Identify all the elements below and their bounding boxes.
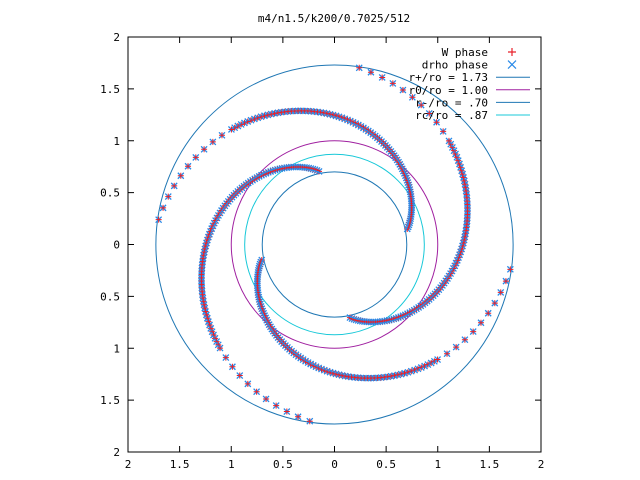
w-point	[192, 154, 199, 161]
legend-label: r-/ro = .70	[415, 96, 488, 109]
w-point	[229, 363, 236, 370]
w-point	[263, 395, 270, 402]
w-point	[453, 344, 460, 351]
x-tick-label: 1.5	[479, 458, 499, 471]
w-point	[177, 172, 184, 179]
w-point	[433, 119, 440, 126]
x-tick-label: 0	[331, 458, 338, 471]
data-points	[155, 64, 514, 425]
w-point	[434, 356, 441, 363]
w-point	[477, 319, 484, 326]
w-point	[209, 138, 216, 145]
w-point	[470, 328, 477, 335]
w-point	[236, 372, 243, 379]
w-point	[389, 80, 396, 87]
w-point	[491, 300, 498, 307]
legend-label: r+/ro = 1.73	[409, 71, 488, 84]
w-point	[507, 266, 514, 273]
w-point	[295, 413, 302, 420]
w-point	[447, 270, 454, 277]
y-tick-label: 0.5	[100, 290, 120, 303]
w-point	[306, 418, 313, 425]
legend-label: drho phase	[422, 59, 488, 72]
w-point	[171, 182, 178, 189]
y-tick-label: 1.5	[100, 394, 120, 407]
w-point	[399, 87, 406, 94]
w-point	[356, 64, 363, 71]
y-tick-label: 1.5	[100, 83, 120, 96]
y-tick-label: 0	[113, 239, 120, 252]
w-point	[497, 289, 504, 296]
w-point	[244, 380, 251, 387]
w-point	[165, 193, 172, 200]
y-tick-label: 2	[113, 31, 120, 44]
w-point	[215, 212, 222, 219]
x-tick-label: 2	[538, 458, 545, 471]
chart-title: m4/n1.5/k200/0.7025/512	[258, 12, 410, 25]
legend-label: rc/ro = .87	[415, 109, 488, 122]
y-tick-label: 2	[113, 446, 120, 459]
w-point	[217, 345, 224, 352]
w-point	[201, 146, 208, 153]
w-point	[222, 354, 229, 361]
legend-label: W phase	[442, 46, 488, 59]
w-point	[440, 128, 447, 135]
w-point	[273, 402, 280, 409]
w-point	[461, 336, 468, 343]
legend-label: r0/ro = 1.00	[409, 84, 488, 97]
w-point	[155, 216, 162, 223]
w-point	[445, 137, 452, 144]
w-point	[409, 94, 416, 101]
w-point	[502, 278, 509, 285]
w-point	[418, 102, 425, 109]
w-point	[426, 110, 433, 117]
x-tick-label: 0.5	[273, 458, 293, 471]
x-tick-label: 1	[434, 458, 441, 471]
x-tick-label: 1.5	[170, 458, 190, 471]
w-point	[253, 388, 260, 395]
w-point	[485, 310, 492, 317]
circle-1.73	[155, 64, 514, 425]
legend-marker	[507, 60, 517, 70]
x-tick-label: 0.5	[376, 458, 396, 471]
w-point	[444, 350, 451, 357]
reference-circles	[155, 64, 514, 425]
w-point	[185, 163, 192, 170]
y-tick-label: 1	[113, 342, 120, 355]
w-point	[218, 132, 225, 139]
axis-ticks: 2 1.5 1 0.5 0 0.5 1 1.5 221.510.500.511.52	[100, 31, 544, 471]
y-tick-label: 1	[113, 135, 120, 148]
w-point	[160, 204, 167, 211]
w-point	[228, 126, 235, 133]
x-tick-label: 1	[228, 458, 235, 471]
w-point	[379, 74, 386, 81]
w-point	[367, 69, 374, 76]
circle-0.7	[261, 171, 408, 318]
y-tick-label: 0.5	[100, 187, 120, 200]
circle-0.87	[244, 153, 425, 336]
x-tick-label: 2	[125, 458, 132, 471]
circle-1	[230, 140, 439, 349]
w-point	[283, 408, 290, 415]
legend-marker	[508, 48, 516, 56]
